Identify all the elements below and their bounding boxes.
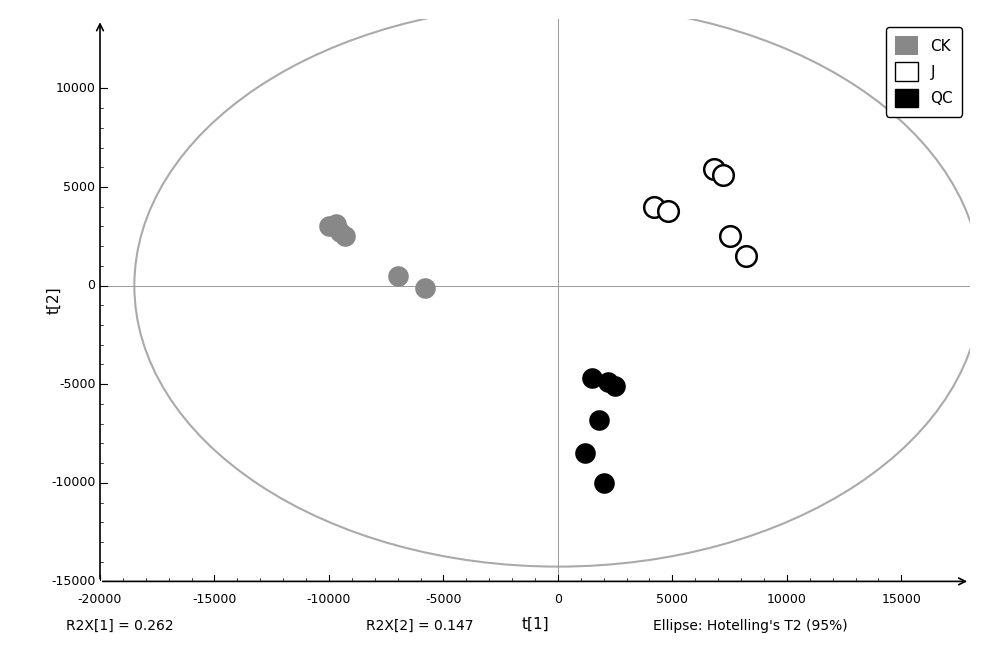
Point [332,227,348,238]
Text: 0: 0 [87,279,95,292]
Point [417,282,433,293]
Text: 5000: 5000 [63,180,95,194]
Point [591,415,607,425]
Point [722,231,738,242]
Point [738,251,754,261]
Point [706,164,722,174]
Text: 10000: 10000 [56,82,95,95]
Point [596,477,612,488]
Text: 0: 0 [554,593,562,606]
Text: R2X[2] = 0.147: R2X[2] = 0.147 [366,619,474,633]
Point [328,219,344,229]
Text: 15000: 15000 [881,593,921,606]
Point [390,271,406,281]
Text: t[2]: t[2] [47,287,62,314]
Point [600,377,616,388]
Point [660,205,676,216]
Text: -15000: -15000 [192,593,237,606]
Text: -5000: -5000 [425,593,462,606]
Point [321,222,337,232]
Point [337,231,353,242]
Point [607,381,623,391]
Point [577,448,593,459]
Point [584,373,600,384]
Text: t[1]: t[1] [521,617,549,632]
Point [646,202,662,212]
Text: Ellipse: Hotelling's T2 (95%): Ellipse: Hotelling's T2 (95%) [653,619,847,633]
Text: -10000: -10000 [307,593,351,606]
Text: R2X[1] = 0.262: R2X[1] = 0.262 [66,619,174,633]
Legend: CK, J, QC: CK, J, QC [886,27,962,116]
Text: -5000: -5000 [59,378,95,391]
Point [715,170,731,180]
Text: -20000: -20000 [78,593,122,606]
Text: 10000: 10000 [767,593,807,606]
Text: 5000: 5000 [656,593,688,606]
Text: -10000: -10000 [51,476,95,489]
Text: -15000: -15000 [51,575,95,588]
